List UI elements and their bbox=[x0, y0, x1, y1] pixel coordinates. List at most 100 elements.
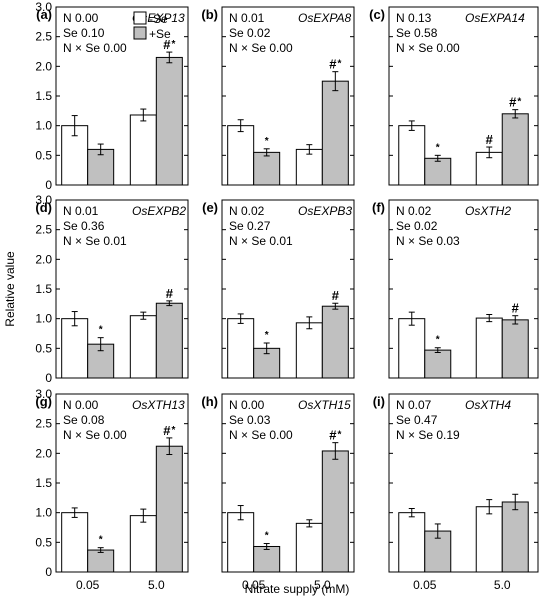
y-tick-label: 1.0 bbox=[35, 506, 52, 520]
y-tick-label: 0 bbox=[45, 371, 52, 385]
y-tick-label: 1.0 bbox=[35, 312, 52, 326]
bar bbox=[475, 317, 503, 379]
bar bbox=[87, 549, 115, 573]
significance-mark: * bbox=[265, 531, 269, 542]
bar bbox=[129, 515, 157, 573]
stat-label: N 0.13 bbox=[396, 11, 432, 25]
stat-label: N 0.07 bbox=[396, 398, 432, 412]
bar bbox=[398, 318, 426, 379]
panel-letter: (a) bbox=[36, 7, 52, 22]
bar bbox=[61, 318, 89, 379]
significance-mark: #* bbox=[329, 428, 341, 443]
stat-label: N 0.00 bbox=[229, 398, 265, 412]
significance-mark: * bbox=[99, 535, 103, 546]
gene-name: OsXTH15 bbox=[298, 398, 351, 412]
y-tick-label: 0.5 bbox=[35, 341, 52, 355]
stat-label: N × Se 0.00 bbox=[229, 41, 293, 55]
bar bbox=[295, 148, 323, 186]
y-tick-label: 2.5 bbox=[35, 417, 52, 431]
stat-label: N × Se 0.00 bbox=[396, 41, 460, 55]
x-tick-label: 5.0 bbox=[494, 578, 511, 592]
gene-name: OsXTH4 bbox=[465, 398, 511, 412]
bar bbox=[398, 512, 426, 573]
gene-name: OsXTH13 bbox=[132, 398, 185, 412]
bar bbox=[227, 318, 255, 379]
bar bbox=[155, 56, 183, 186]
stat-label: N × Se 0.00 bbox=[63, 428, 127, 442]
stat-label: N 0.02 bbox=[229, 204, 265, 218]
significance-mark: * bbox=[99, 325, 103, 336]
stat-label: Se 0.08 bbox=[63, 413, 105, 427]
gene-name: OsXTH2 bbox=[465, 204, 511, 218]
panel-letter: (i) bbox=[373, 394, 385, 409]
stat-label: Se 0.02 bbox=[229, 26, 271, 40]
bar bbox=[398, 125, 426, 186]
stat-label: N × Se 0.03 bbox=[396, 234, 460, 248]
significance-mark: #* bbox=[163, 37, 175, 52]
significance-mark: * bbox=[436, 335, 440, 346]
bar bbox=[227, 512, 255, 573]
x-tick-label: 0.05 bbox=[76, 578, 100, 592]
significance-mark: #* bbox=[509, 95, 521, 110]
gene-name: OsEXPA8 bbox=[298, 11, 351, 25]
x-axis-label: Nitrate supply (mM) bbox=[245, 582, 350, 596]
y-tick-label: 3.0 bbox=[35, 193, 52, 207]
stat-label: Se 0.27 bbox=[229, 219, 271, 233]
legend-swatch-minus-se bbox=[133, 11, 147, 25]
y-tick-label: 1.0 bbox=[35, 119, 52, 133]
bar bbox=[253, 545, 281, 573]
bar bbox=[253, 151, 281, 186]
bar bbox=[61, 512, 89, 573]
panel-letter: (g) bbox=[35, 394, 52, 409]
panel-letter: (c) bbox=[369, 7, 385, 22]
y-tick-label: 2.0 bbox=[35, 446, 52, 460]
legend-swatch-plus-se bbox=[133, 26, 147, 40]
stat-label: Se 0.36 bbox=[63, 219, 105, 233]
significance-mark: # bbox=[512, 301, 520, 316]
y-tick-label: 3.0 bbox=[35, 0, 52, 14]
y-tick-label: 0.5 bbox=[35, 148, 52, 162]
gene-name: OsEXPB3 bbox=[298, 204, 352, 218]
panel-letter: (d) bbox=[35, 200, 52, 215]
panel-letter: (f) bbox=[372, 200, 385, 215]
y-tick-label: 0.5 bbox=[35, 535, 52, 549]
bar bbox=[321, 80, 349, 186]
significance-mark: #* bbox=[329, 57, 341, 72]
significance-mark: * bbox=[265, 330, 269, 341]
bar bbox=[321, 450, 349, 573]
bar bbox=[424, 349, 452, 379]
bar bbox=[155, 445, 183, 573]
stat-label: N 0.02 bbox=[396, 204, 432, 218]
stat-label: N 0.00 bbox=[63, 398, 99, 412]
bar bbox=[227, 125, 255, 186]
panel-letter: (e) bbox=[202, 200, 218, 215]
gene-name: OsEXPA14 bbox=[465, 11, 525, 25]
y-tick-label: 0 bbox=[45, 178, 52, 192]
y-tick-label: 1.5 bbox=[35, 476, 52, 490]
x-tick-label: 0.05 bbox=[242, 578, 266, 592]
stat-label: N 0.00 bbox=[63, 11, 99, 25]
stat-label: N × Se 0.19 bbox=[396, 428, 460, 442]
y-tick-label: 2.5 bbox=[35, 223, 52, 237]
y-axis-label: Relative value bbox=[3, 251, 17, 327]
stat-label: N × Se 0.01 bbox=[229, 234, 293, 248]
x-tick-label: 0.05 bbox=[413, 578, 437, 592]
stat-label: Se 0.03 bbox=[229, 413, 271, 427]
significance-mark: * bbox=[436, 142, 440, 153]
bar bbox=[295, 322, 323, 379]
panel-letter: (b) bbox=[201, 7, 218, 22]
bar bbox=[424, 157, 452, 186]
bar bbox=[475, 506, 503, 573]
stat-label: Se 0.58 bbox=[396, 26, 438, 40]
legend-label: -Se bbox=[149, 12, 168, 26]
bar bbox=[501, 501, 529, 573]
bar bbox=[129, 114, 157, 186]
bar bbox=[501, 319, 529, 379]
stat-label: N × Se 0.00 bbox=[63, 41, 127, 55]
stat-label: N × Se 0.00 bbox=[229, 428, 293, 442]
x-tick-label: 5.0 bbox=[314, 578, 331, 592]
gene-name: OsEXPB2 bbox=[132, 204, 186, 218]
stat-label: N × Se 0.01 bbox=[63, 234, 127, 248]
